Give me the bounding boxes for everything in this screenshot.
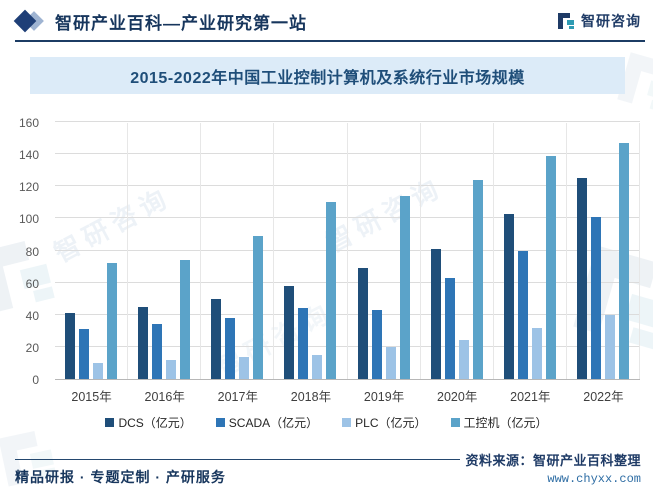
bar (517, 250, 528, 379)
bar-group-2019年 (348, 123, 421, 379)
bar-group-2022年 (567, 123, 640, 379)
gridline (55, 121, 640, 122)
footer: 精品研报 · 专题定制 · 产研服务 资料来源：智研产业百科整理 www.chy… (0, 448, 653, 496)
gridline (55, 281, 640, 283)
x-axis-labels: 2015年 2016年 2017年 2018年 2019年 2020年 2021年 2022年 (55, 386, 640, 405)
bar (298, 308, 309, 379)
bar (503, 213, 514, 379)
bar-group-2015年 (55, 123, 129, 379)
bar (590, 216, 601, 379)
bar (399, 195, 410, 379)
y-tick-label: 140 (18, 148, 39, 163)
bar-group-2017年 (201, 123, 275, 379)
legend-swatch (105, 418, 115, 427)
bar (618, 142, 629, 379)
header: 智研产业百科—产业研究第一站 智研咨询 (0, 0, 653, 42)
x-tick-label: 2017年 (217, 390, 258, 404)
footer-source-block: 资料来源：智研产业百科整理 www.chyxx.com (465, 450, 641, 486)
bar (472, 179, 483, 379)
bar (180, 260, 191, 379)
legend-item: PLC（亿元） (342, 414, 427, 431)
brand-logo: 智研咨询 (557, 11, 641, 31)
bar-plot (55, 121, 640, 380)
bar (604, 314, 615, 379)
bar (239, 356, 250, 379)
footer-divider (15, 459, 460, 460)
bar (430, 248, 441, 379)
x-tick-label: 2018年 (290, 390, 332, 404)
gridline (55, 153, 640, 155)
x-tick-label: 2016年 (144, 390, 185, 404)
bar (371, 309, 382, 379)
y-tick-label: 80 (25, 244, 39, 259)
footer-services-text: 精品研报 · 专题定制 · 产研服务 (15, 469, 226, 485)
bar (444, 277, 455, 379)
y-tick-label: 60 (25, 276, 39, 291)
bar-group-2018年 (274, 123, 348, 379)
bar (138, 306, 149, 379)
chart-legend: DCS（亿元） SCADA（亿元） PLC（亿元） 工控机（亿元） (0, 414, 653, 431)
bar (458, 340, 469, 379)
plot-area: 0 20 40 60 80 100 120 140 160 (19, 116, 640, 387)
legend-swatch (450, 418, 460, 427)
site-title: 智研产业百科—产业研究第一站 (55, 13, 307, 33)
x-tick-label: 2015年 (71, 390, 112, 404)
bar (225, 317, 236, 379)
chart-title-band: 2015-2022年中国工业控制计算机及系统行业市场规模 (30, 57, 625, 94)
bar (211, 298, 222, 379)
bar (65, 313, 76, 379)
legend-swatch (215, 418, 225, 427)
bar (385, 346, 396, 379)
legend-item: SCADA（亿元） (215, 414, 319, 431)
y-axis-labels: 0 20 40 60 80 100 120 140 160 (3, 116, 47, 387)
legend-item: DCS（亿元） (105, 414, 192, 431)
bar (312, 354, 323, 379)
bar (253, 236, 264, 379)
brand-name: 智研咨询 (581, 13, 641, 29)
bar (79, 329, 90, 379)
legend-label: 工控机（亿元） (463, 416, 548, 430)
website-url: www.chyxx.com (547, 472, 641, 486)
bar (107, 263, 118, 379)
y-tick-label: 120 (18, 180, 39, 195)
bar-group-2016年 (128, 123, 202, 379)
bar-group-2020年 (421, 123, 494, 379)
y-tick-label: 160 (18, 116, 39, 130)
gridline (55, 249, 640, 251)
zhiyan-logo-icon (558, 13, 574, 29)
bar (93, 362, 104, 379)
legend-label: SCADA（亿元） (228, 416, 319, 430)
chart-title: 2015-2022年中国工业控制计算机及系统行业市场规模 (130, 69, 525, 87)
bar (326, 202, 337, 379)
x-tick-label: 2019年 (363, 390, 405, 404)
legend-item: 工控机（亿元） (450, 414, 548, 431)
bar (576, 178, 587, 379)
legend-label: PLC（亿元） (355, 416, 427, 430)
x-tick-label: 2021年 (510, 390, 551, 404)
y-tick-label: 0 (32, 373, 39, 387)
y-tick-label: 20 (25, 340, 39, 355)
data-source-text: 资料来源：智研产业百科整理 (465, 453, 641, 468)
bar (531, 327, 542, 379)
y-tick-label: 100 (18, 212, 39, 227)
x-tick-label: 2022年 (583, 390, 624, 404)
legend-swatch (342, 418, 352, 427)
diamond-logo-icon (13, 9, 45, 33)
gridline (55, 185, 640, 187)
bar (152, 324, 163, 379)
bar-group-2021年 (494, 123, 567, 379)
x-tick-label: 2020年 (437, 390, 478, 404)
gridline (55, 345, 640, 347)
bar (545, 155, 556, 379)
bar (166, 359, 177, 379)
gridline (55, 217, 640, 219)
bar (357, 268, 368, 379)
legend-label: DCS（亿元） (118, 416, 192, 430)
y-tick-label: 40 (25, 308, 39, 323)
gridline (55, 313, 640, 315)
header-branding: 智研产业百科—产业研究第一站 (13, 9, 307, 34)
bar (284, 285, 295, 379)
